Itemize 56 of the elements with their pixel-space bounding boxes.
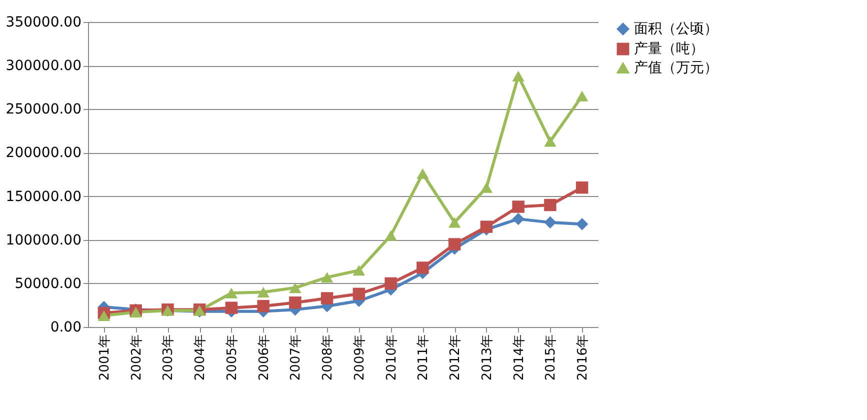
point (257, 286, 270, 298)
point (544, 136, 556, 147)
x-tick-label: 2015年 (544, 334, 559, 381)
y-tick-label: 100000.00 (6, 232, 82, 248)
x-tick-label: 2010年 (384, 334, 400, 381)
x-tick-label: 2014年 (512, 334, 527, 381)
point (512, 70, 524, 82)
point (448, 238, 461, 250)
point (576, 181, 588, 194)
point (98, 310, 110, 321)
point (544, 216, 556, 229)
y-tick-label: 300000.00 (6, 58, 82, 74)
x-tick-label: 2016年 (576, 334, 591, 381)
x-tick-label: 2007年 (288, 334, 304, 381)
point (289, 296, 302, 309)
x-tick-label: 2003年 (161, 334, 176, 381)
y-tick-label: 350000.00 (6, 14, 82, 30)
point (289, 282, 302, 294)
legend-label: 面积（公顷） (634, 21, 718, 37)
point (512, 212, 524, 226)
x-tick-label: 2001年 (97, 334, 112, 381)
point (416, 262, 429, 274)
point (225, 288, 238, 298)
point (352, 265, 366, 276)
x-tick-label: 2005年 (224, 334, 240, 381)
x-tick-label: 2004年 (193, 334, 208, 381)
point (320, 292, 334, 304)
y-tick-label: 150000.00 (6, 188, 82, 205)
point (384, 277, 397, 290)
legend-label: 产量（吨） (634, 41, 704, 57)
x-tick-label: 2008年 (320, 334, 336, 381)
point (416, 168, 429, 179)
point (480, 220, 493, 233)
point (130, 306, 142, 318)
y-tick-label: 250000.00 (6, 102, 82, 118)
point (480, 182, 493, 193)
point (544, 198, 556, 212)
point (225, 302, 238, 314)
legend-label: 产值（万元） (634, 60, 718, 76)
x-tick-label: 2002年 (129, 334, 144, 381)
x-tick-label: 2011年 (416, 334, 432, 381)
point (320, 272, 334, 283)
point (512, 200, 524, 213)
point (384, 230, 397, 241)
point (352, 288, 366, 300)
x-tick-label: 2013年 (480, 334, 495, 381)
point (576, 218, 588, 230)
x-tick-label: 2006年 (256, 334, 272, 381)
y-tick-label: 200000.00 (6, 145, 82, 162)
x-tick-label: 2009年 (352, 334, 368, 381)
point (576, 90, 588, 102)
x-tick-label: 2012年 (448, 334, 464, 381)
point (448, 217, 461, 228)
y-tick-label: 50000.00 (14, 276, 82, 292)
y-tick-label: 0.00 (50, 320, 82, 336)
point (257, 300, 270, 312)
